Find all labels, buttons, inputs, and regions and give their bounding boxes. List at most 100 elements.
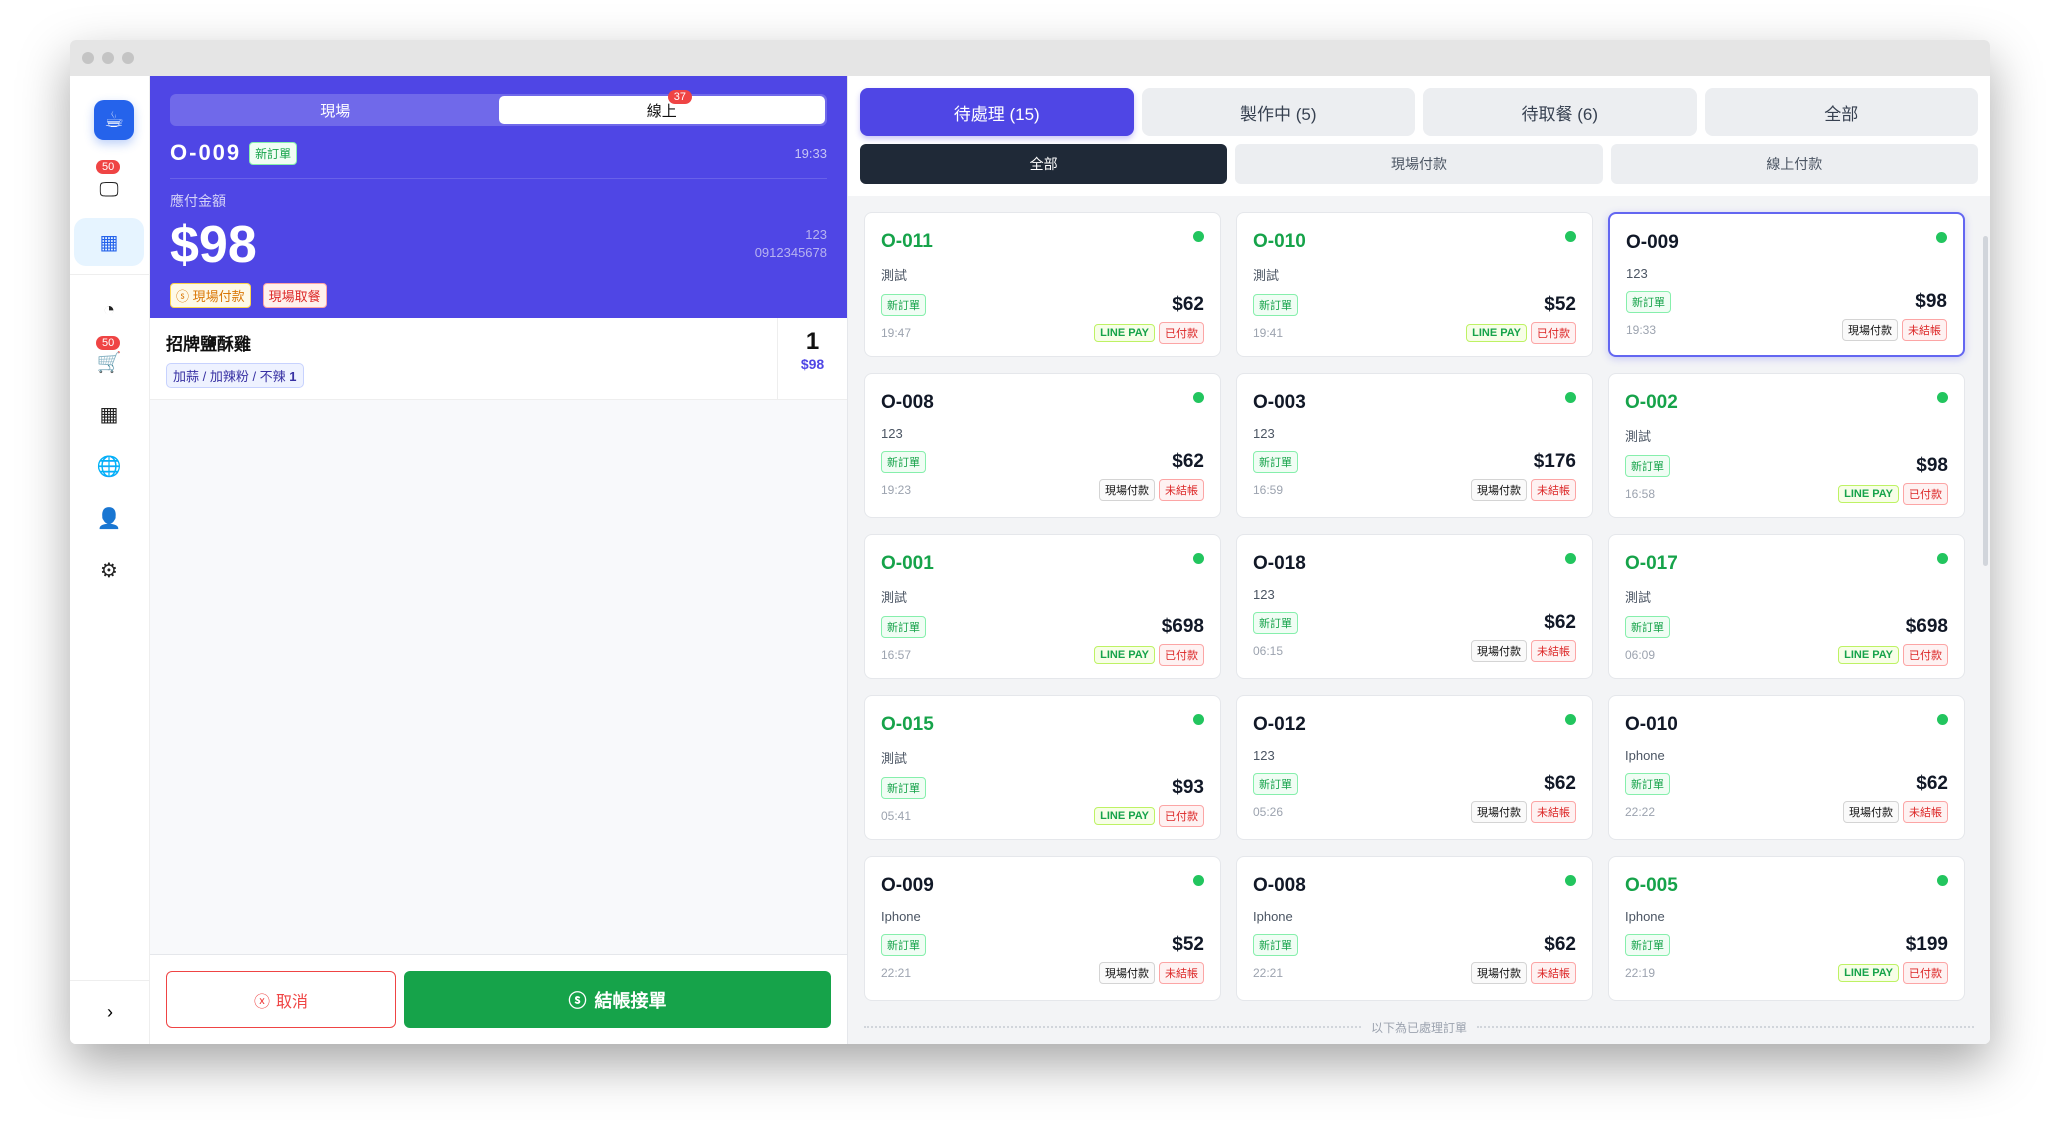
payment-status-tag: 未結帳 (1159, 479, 1204, 501)
payment-method-tag: 現場付款 (1471, 479, 1527, 501)
status-dot (1193, 875, 1204, 886)
payment-status-tag: 未結帳 (1531, 801, 1576, 823)
new-order-tag: 新訂單 (1253, 612, 1298, 634)
order-detail-panel: 現場 線上 37 O-009 新訂單 19:33 應付金額 $98 123 091… (150, 76, 848, 1044)
sidebar-item-menu[interactable]: ▦ (74, 390, 144, 438)
customer-name: 123 (1253, 587, 1275, 602)
x-circle-icon: ⓧ (253, 993, 270, 1011)
order-grid: O-011 測試 新訂單 $62 19:47 LINE PAY 已付款 O-010 測… (864, 212, 1974, 1001)
processed-divider: 以下為已處理訂單 (864, 1018, 1975, 1036)
filter-online-payment[interactable]: 線上付款 (1610, 144, 1978, 184)
payment-method-tag: 現場付款 (1471, 962, 1527, 984)
maximize-window-button[interactable] (122, 52, 134, 64)
scrollbar[interactable] (1983, 236, 1988, 566)
order-card[interactable]: O-012 123 新訂單 $62 05:26 現場付款 未結帳 (1236, 695, 1593, 840)
checkout-label: 結帳接單 (594, 990, 667, 1011)
payment-status-tag: 已付款 (1903, 962, 1948, 984)
tab-onsite[interactable]: 現場 (320, 102, 351, 120)
order-card[interactable]: O-008 123 新訂單 $62 19:23 現場付款 未結帳 (864, 373, 1221, 518)
gauge-icon: ◔ (102, 298, 116, 321)
new-order-tag: 新訂單 (1253, 451, 1298, 473)
globe-icon: 🌐 (96, 455, 122, 478)
payment-method-tag: 現場付款 (1099, 962, 1155, 984)
payment-method-tag: LINE PAY (1094, 324, 1155, 342)
customer-name: 123 (881, 426, 903, 441)
order-number: O-008 (1253, 875, 1306, 896)
order-card[interactable]: O-017 測試 新訂單 $698 06:09 LINE PAY 已付款 (1608, 534, 1965, 679)
order-card[interactable]: O-008 Iphone 新訂單 $62 22:21 現場付款 未結帳 (1236, 856, 1593, 1001)
order-number: O-008 (881, 392, 934, 413)
close-window-button[interactable] (82, 52, 94, 64)
new-order-tag: 新訂單 (1625, 616, 1670, 638)
sidebar-item-orders[interactable]: 🛒 50 (74, 336, 144, 386)
pickup-tag: 現場取餐 (262, 283, 327, 308)
order-price: $52 (1172, 934, 1204, 955)
payment-status-tag: 未結帳 (1903, 801, 1948, 823)
order-time: 05:26 (1253, 805, 1284, 819)
status-dot (1937, 714, 1948, 725)
order-card[interactable]: O-011 測試 新訂單 $62 19:47 LINE PAY 已付款 (864, 212, 1221, 357)
order-item[interactable]: 招牌鹽酥雞 加蒜 / 加辣粉 / 不辣 1 1 $98 (150, 318, 847, 400)
payment-status-tag: 已付款 (1903, 644, 1948, 666)
coffee-icon[interactable]: ☕ (94, 100, 134, 140)
order-number: O-012 (1253, 714, 1306, 735)
tab-ready[interactable]: 待取餐 (6) (1423, 88, 1697, 136)
cart-icon: 🛒 (96, 351, 122, 374)
minimize-window-button[interactable] (102, 52, 114, 64)
filter-onsite-payment[interactable]: 現場付款 (1235, 144, 1603, 184)
order-card[interactable]: O-010 測試 新訂單 $52 19:41 LINE PAY 已付款 (1236, 212, 1593, 357)
customer-name: 測試 (881, 268, 908, 283)
order-price: $698 (1161, 616, 1204, 637)
order-card[interactable]: O-003 123 新訂單 $176 16:59 現場付款 未結帳 (1236, 373, 1593, 518)
order-number: O-009 (170, 140, 242, 165)
order-card[interactable]: O-010 Iphone 新訂單 $62 22:22 現場付款 未結帳 (1608, 695, 1965, 840)
payment-method-tag: 現場付款 (1471, 801, 1527, 823)
customer-name: Iphone (1253, 909, 1293, 924)
order-card[interactable]: O-015 測試 新訂單 $93 05:41 LINE PAY 已付款 (864, 695, 1221, 840)
channel-toggle: 現場 線上 37 (170, 90, 827, 126)
order-time: 19:23 (881, 483, 912, 497)
sidebar-item-dashboard[interactable]: ◔ (74, 286, 144, 334)
sidebar-item-pos[interactable]: ▦ (74, 218, 144, 266)
order-card[interactable]: O-002 測試 新訂單 $98 16:58 LINE PAY 已付款 (1608, 373, 1965, 518)
order-number: O-015 (881, 714, 934, 735)
sidebar-item-online[interactable]: 🌐 (74, 442, 144, 490)
order-card[interactable]: O-009 Iphone 新訂單 $52 22:21 現場付款 未結帳 (864, 856, 1221, 1001)
user-icon: 👤 (96, 507, 122, 530)
dollar-icon: ⓢ (568, 990, 587, 1011)
tab-all[interactable]: 全部 (1704, 88, 1978, 136)
status-dot (1937, 875, 1948, 886)
customer-name: 測試 (1625, 429, 1652, 444)
customer-info: 123 0912345678 (755, 226, 827, 262)
tab-online[interactable]: 線上 37 (498, 90, 825, 124)
sidebar-item-account[interactable]: 👤 (74, 494, 144, 542)
tab-pending[interactable]: 待處理 (15) (860, 88, 1134, 136)
order-card[interactable]: O-005 Iphone 新訂單 $199 22:19 LINE PAY 已付款 (1608, 856, 1965, 1001)
cancel-button[interactable]: ⓧ 取消 (166, 971, 396, 1028)
expand-sidebar-button[interactable]: › (70, 980, 150, 1044)
order-price: $62 (1544, 612, 1576, 633)
filter-all[interactable]: 全部 (860, 144, 1228, 184)
order-number: O-018 (1253, 553, 1306, 574)
order-time: 22:19 (1625, 966, 1656, 980)
sidebar-item-display[interactable]: 🖵 50 (74, 160, 144, 214)
new-order-tag: 新訂單 (1626, 291, 1671, 313)
order-time: 19:41 (1253, 326, 1284, 340)
tab-preparing[interactable]: 製作中 (5) (1141, 88, 1415, 136)
title-bar (70, 40, 1990, 76)
monitor-icon: 🖵 (99, 178, 119, 201)
new-order-tag: 新訂單 (881, 934, 926, 956)
order-card[interactable]: O-009 123 新訂單 $98 19:33 現場付款 未結帳 (1608, 212, 1965, 357)
order-card[interactable]: O-018 123 新訂單 $62 06:15 現場付款 未結帳 (1236, 534, 1593, 679)
order-card[interactable]: O-001 測試 新訂單 $698 16:57 LINE PAY 已付款 (864, 534, 1221, 679)
customer-name: 123 (805, 227, 827, 242)
sidebar-item-settings[interactable]: ⚙ (74, 546, 144, 594)
order-time: 19:33 (794, 145, 827, 161)
order-number: O-010 (1625, 714, 1678, 735)
payment-method-tag: LINE PAY (1838, 964, 1899, 982)
checkout-accept-button[interactable]: ⓢ 結帳接單 (404, 971, 831, 1028)
customer-name: Iphone (1625, 909, 1665, 924)
new-order-tag: 新訂單 (1625, 773, 1670, 795)
status-dot (1193, 231, 1204, 242)
order-price: $93 (1172, 777, 1204, 798)
